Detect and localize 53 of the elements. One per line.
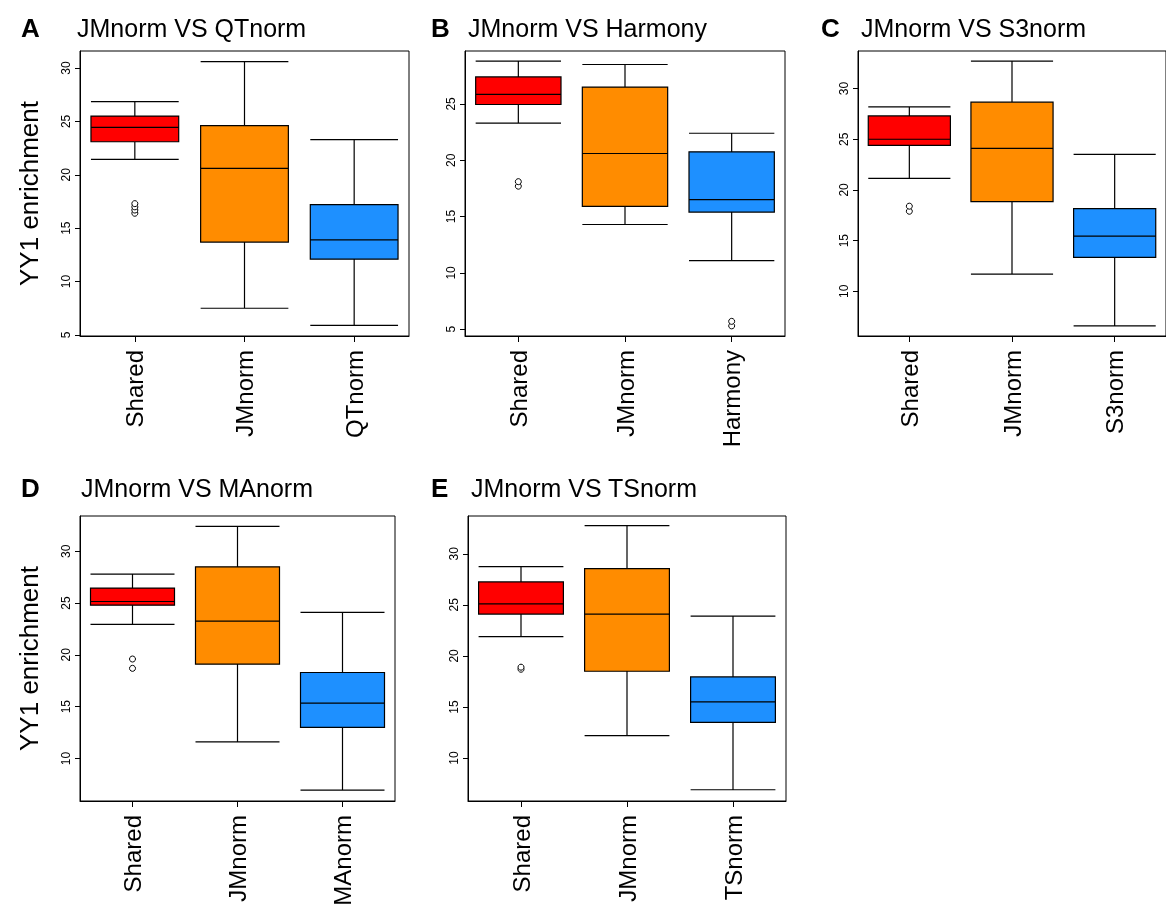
chart-title: JMnorm VS QTnorm bbox=[77, 13, 307, 42]
y-tick-label: 15 bbox=[837, 233, 851, 248]
y-tick-label: 10 bbox=[447, 751, 461, 765]
x-tick-label: JMnorm bbox=[998, 350, 1026, 437]
y-tick-label: 10 bbox=[444, 265, 458, 280]
x-tick-label: JMnorm bbox=[231, 350, 258, 437]
y-tick-label: 10 bbox=[59, 274, 73, 289]
y-tick-label: 5 bbox=[59, 331, 73, 339]
x-tick-label: QTnorm bbox=[340, 350, 368, 439]
y-tick-label: 20 bbox=[837, 182, 851, 197]
y-tick-label: 5 bbox=[444, 325, 458, 333]
chart-title: JMnorm VS S3norm bbox=[861, 13, 1087, 42]
y-axis-title: YY1 enrichment bbox=[14, 100, 44, 286]
text: C bbox=[821, 13, 840, 43]
y-tick-label: 30 bbox=[59, 61, 73, 75]
text: B bbox=[431, 13, 450, 43]
text: E bbox=[431, 473, 449, 503]
y-tick-label: 20 bbox=[447, 648, 461, 663]
y-tick-label: 10 bbox=[59, 751, 73, 766]
y-tick-label: 25 bbox=[837, 132, 851, 146]
y-tick-label: 25 bbox=[59, 596, 73, 610]
x-tick-label: Shared bbox=[504, 350, 532, 428]
y-tick-label: 10 bbox=[837, 284, 851, 299]
y-tick-label: 20 bbox=[444, 153, 458, 167]
text: D bbox=[21, 473, 40, 503]
x-tick-label: Shared bbox=[895, 350, 923, 428]
chart-title: JMnorm VS TSnorm bbox=[471, 473, 697, 502]
y-tick-label: 30 bbox=[447, 546, 461, 561]
x-tick-label: S3norm bbox=[1101, 350, 1129, 435]
y-tick-label: 15 bbox=[444, 209, 458, 224]
x-tick-label: JMnorm bbox=[613, 815, 641, 902]
y-tick-label: 30 bbox=[59, 544, 73, 558]
x-tick-label: Shared bbox=[119, 815, 146, 893]
y-tick-label: 15 bbox=[59, 699, 73, 714]
x-tick-label: Harmony bbox=[718, 350, 746, 448]
y-tick-label: 15 bbox=[447, 700, 461, 714]
x-tick-label: JMnorm bbox=[611, 350, 639, 437]
y-tick-label: 15 bbox=[59, 221, 73, 235]
chart-title: JMnorm VS Harmony bbox=[468, 13, 708, 42]
chart-title: JMnorm VS MAnorm bbox=[81, 473, 313, 502]
y-tick-label: 25 bbox=[447, 597, 461, 612]
x-tick-label: TSnorm bbox=[719, 815, 747, 901]
y-tick-label: 20 bbox=[59, 647, 73, 662]
y-tick-label: 30 bbox=[837, 81, 851, 96]
x-tick-label: Shared bbox=[121, 350, 149, 428]
x-tick-label: Shared bbox=[507, 815, 535, 893]
y-tick-label: 25 bbox=[444, 96, 458, 111]
x-tick-label: JMnorm bbox=[224, 815, 251, 902]
y-tick-label: 25 bbox=[59, 114, 73, 129]
text: A bbox=[21, 13, 40, 43]
y-tick-label: 20 bbox=[59, 167, 73, 182]
y-axis-title: YY1 enrichment bbox=[14, 565, 44, 751]
x-tick-label: MAnorm bbox=[329, 815, 356, 906]
